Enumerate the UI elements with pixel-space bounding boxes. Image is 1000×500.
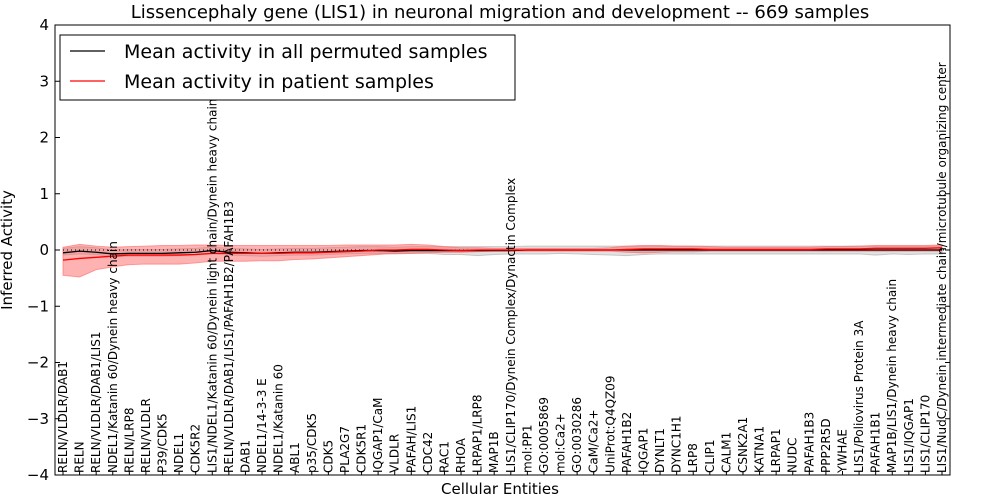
x-tick-label: CDK5R2 xyxy=(189,424,203,473)
legend-label-permuted: Mean activity in all permuted samples xyxy=(124,41,487,63)
series-line-patient xyxy=(62,247,943,261)
x-tick-label: NDEL1/Katanin 60 xyxy=(272,364,286,473)
legend-label-patient: Mean activity in patient samples xyxy=(124,71,434,93)
x-tick-label: mol:PP1 xyxy=(520,424,534,473)
y-axis-label: Inferred Activity xyxy=(0,190,16,310)
x-tick-label: NUDC xyxy=(786,438,800,473)
y-tick-label: −2 xyxy=(27,354,49,372)
x-tick-label: DAB1 xyxy=(238,440,252,473)
x-tick-label: CDK5 xyxy=(321,440,335,473)
x-tick-label: RELN/VLDLR/DAB1/LIS1 xyxy=(89,332,103,473)
x-tick-label: LIS1/IQGAP1 xyxy=(902,398,916,473)
x-tick-label: LIS1/CLIP170 xyxy=(918,395,932,473)
x-tick-label: p35/CDK5 xyxy=(305,413,319,473)
x-tick-label: LRP8 xyxy=(686,443,700,473)
x-tick-label: PAFAH/LIS1 xyxy=(404,406,418,473)
series-lines xyxy=(62,247,943,261)
x-tick-label: RELN/LRP8 xyxy=(122,407,136,473)
x-axis-ticks: RELN/VLDLR/DAB1 RELN RELN/VLDLR/DAB1/LIS1 N… xyxy=(56,62,949,475)
y-tick-label: 2 xyxy=(39,129,49,147)
x-tick-label: P39/CDK5 xyxy=(156,413,170,473)
y-tick-label: −1 xyxy=(27,297,49,315)
x-tick-label: CLIP1 xyxy=(703,440,717,473)
x-tick-label: ABL1 xyxy=(288,442,302,473)
x-tick-label: RHOA xyxy=(454,437,468,473)
x-tick-label: PPP2R5D xyxy=(819,418,833,473)
y-tick-label: 1 xyxy=(39,185,49,203)
x-tick-label: VLDLR xyxy=(388,434,402,473)
x-tick-label: mol:Ca2+ xyxy=(554,413,568,473)
x-tick-label: CDK5R1 xyxy=(355,424,369,473)
x-tick-label: UniProt:Q4QZ09 xyxy=(603,375,617,473)
y-tick-label: −3 xyxy=(27,410,49,428)
x-tick-label: KATNA1 xyxy=(753,426,767,473)
x-tick-label: PAFAH1B3 xyxy=(802,412,816,473)
x-tick-label: PLA2G7 xyxy=(338,426,352,473)
x-tick-label: PAFAH1B2 xyxy=(620,412,634,473)
x-tick-label: LIS1/NDEL1/Katanin 60/Dynein light chain… xyxy=(205,99,219,473)
x-tick-label: CaM/Ca2+ xyxy=(587,409,601,473)
x-tick-label: LIS1/CLIP170/Dynein Complex/Dynactin Com… xyxy=(504,178,518,473)
x-tick-label: IQGAP1 xyxy=(636,428,650,473)
x-tick-label: RAC1 xyxy=(437,441,451,473)
y-axis-ticks: 4 3 2 1 0 −1 −2 −3 −4 xyxy=(27,16,950,484)
x-tick-label: RELN/VLDLR/DAB1/LIS1/PAFAH1B2/PAFAH1B3 xyxy=(222,201,236,473)
x-tick-label: PAFAH1B1 xyxy=(869,412,883,473)
x-tick-label: LIS1/Poliovirus Protein 3A xyxy=(852,320,866,473)
y-tick-label: −4 xyxy=(27,466,49,484)
x-tick-label: CSNK2A1 xyxy=(736,417,750,473)
x-tick-label: DYNLT1 xyxy=(653,428,667,473)
x-tick-label: RELN xyxy=(73,441,87,473)
x-tick-label: LIS1/NudC/Dynein intermediate chain/micr… xyxy=(935,62,949,473)
x-tick-label: CDC42 xyxy=(421,432,435,473)
x-axis-label: Cellular Entities xyxy=(441,480,559,498)
x-tick-label: NDEL1 xyxy=(172,433,186,473)
x-tick-label: DYNC1H1 xyxy=(670,415,684,473)
x-tick-label: RELN/VLDLR xyxy=(139,398,153,473)
x-tick-label: GO:0030286 xyxy=(570,397,584,473)
y-tick-label: 4 xyxy=(39,16,49,34)
x-tick-label: MAP1B/LIS1/Dynein heavy chain xyxy=(885,279,899,473)
y-tick-label: 0 xyxy=(39,241,49,259)
x-tick-label: NDEL1/Katanin 60/Dynein heavy chain xyxy=(106,241,120,473)
x-tick-label: LRPAP1 xyxy=(769,428,783,473)
legend-box xyxy=(59,34,516,101)
x-tick-label: IQGAP1/CaM xyxy=(371,398,385,474)
x-tick-label: LRPAP1/LRP8 xyxy=(471,394,485,473)
legend: Mean activity in all permuted samples Me… xyxy=(59,34,516,101)
x-tick-label: YWHAE xyxy=(835,429,849,474)
x-tick-label: CALM1 xyxy=(719,432,733,473)
x-tick-label: GO:0005869 xyxy=(537,397,551,473)
chart-title: Lissencephaly gene (LIS1) in neuronal mi… xyxy=(131,2,870,23)
x-tick-label: NDEL1/14-3-3 E xyxy=(255,378,269,473)
x-tick-label: MAP1B xyxy=(487,431,501,473)
x-tick-label: RELN/VLDLR/DAB1 xyxy=(56,361,70,473)
y-tick-label: 3 xyxy=(39,72,49,90)
